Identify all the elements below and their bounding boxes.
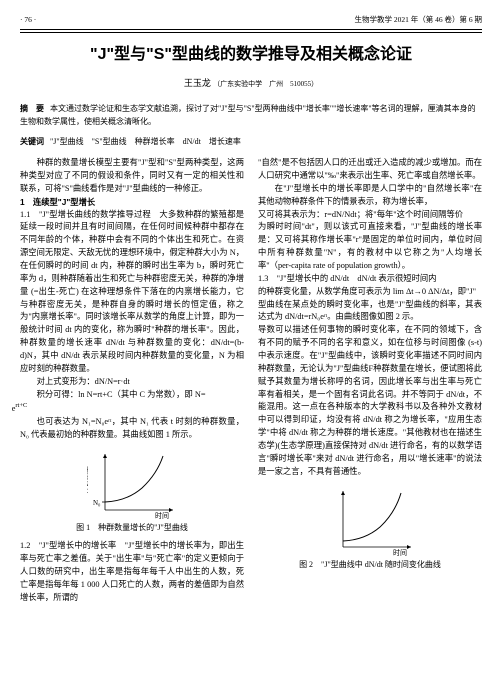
paragraph: 1.2 "J"型增长中的增长率 "J"型增长中的增长率为，即出生率与死亡率之差值… — [20, 540, 244, 604]
figure-2: dN/dt 时间 图 2 "J"型曲线中 dN/dt 随时间变化曲线 — [258, 485, 482, 571]
paragraph: 1.1 "J"型增长曲线的数学推导过程 大多数种群的繁殖都是延续一段时间并且有时… — [20, 209, 244, 376]
paragraph: 种群的数量增长模型主要有"J"型和"S"型两种类型，这两种类型对应了不同的假设和… — [20, 157, 244, 196]
section-heading: 1 连续型"J"型增长 — [20, 196, 244, 209]
abstract-label: 摘 要 — [20, 104, 44, 113]
paragraph: 为瞬时时间"dt"，则以该式可直接来看，"J"型曲线的增长率是：又可将其称作增长… — [258, 221, 482, 272]
paragraph: 又可将其表示为：r=dN/Ndt；将"每年"这个时间间隔等价 — [258, 209, 482, 222]
paragraph: 的种群变化量，从数学角度可表示为 lim Δt→0 ΔN/Δt，即"J" — [258, 286, 482, 299]
paragraph: 在"J"型增长中的增长率即是人口学中的"自然增长率"在其他动物种群条件下的情景表… — [258, 183, 482, 209]
figure-2-caption: 图 2 "J"型曲线中 dN/dt 随时间变化曲线 — [258, 559, 482, 571]
svg-text:dN/dt: dN/dt — [325, 515, 327, 531]
paragraph: 对上式变形为：dN/N=r·dt — [20, 376, 244, 389]
svg-text:种群数量: 种群数量 — [87, 466, 89, 494]
keywords-text: "J"型曲线 "S"型曲线 种群增长率 dN/dt 增长速率 — [50, 137, 241, 146]
two-column-body: 种群的数量增长模型主要有"J"型和"S"型两种类型，这两种类型对应了不同的假设和… — [20, 157, 482, 604]
keywords-label: 关键词 — [20, 137, 44, 146]
right-column: "自然"是不包括因人口的迁出或迁入造成的减少或增加。而在人口研究中通常以"‰"来… — [258, 157, 482, 604]
header-rule-thin — [20, 32, 482, 33]
figure-2-svg: dN/dt 时间 — [325, 485, 415, 557]
page-number: · 76 · — [20, 14, 36, 25]
journal-info: 生物学教学 2021 年（第 46 卷）第 6 期 — [355, 14, 483, 25]
abstract-text: 本文通过数学论证和生态学文献追溯，探讨了对"J"型与"S"型两种曲线中"增长率"… — [20, 104, 476, 126]
author-line: 王玉龙 （广东实验中学 广州 510055） — [20, 77, 482, 91]
paragraph: "自然"是不包括因人口的迁出或迁入造成的减少或增加。而在人口研究中通常以"‰"来… — [258, 157, 482, 183]
paragraph: 也可表达为 N₁=N₀eʳᵗ，其中 N₁ 代表 t 时刻的种群数量，N₀ 代表最… — [20, 416, 244, 442]
svg-text:时间: 时间 — [393, 548, 407, 557]
keywords-block: 关键词 "J"型曲线 "S"型曲线 种群增长率 dN/dt 增长速率 — [20, 136, 482, 149]
author-affiliation: （广东实验中学 广州 510055） — [213, 80, 318, 88]
left-column: 种群的数量增长模型主要有"J"型和"S"型两种类型，这两种类型对应了不同的假设和… — [20, 157, 244, 604]
paragraph: 导数可以描述任何事物的瞬时变化率，在不同的领域下，含有不同的赋予不同的名字和意义… — [258, 324, 482, 478]
running-header: · 76 · 生物学教学 2021 年（第 46 卷）第 6 期 — [20, 14, 482, 25]
article-title: "J"型与"S"型曲线的数学推导及相关概念论证 — [20, 43, 482, 67]
figure-1-caption: 图 1 种群数量增长的"J"型曲线 — [20, 522, 244, 534]
paragraph: ert+C — [12, 401, 244, 416]
svg-text:时间: 时间 — [155, 511, 169, 520]
author-name: 王玉龙 — [184, 78, 211, 88]
paragraph: 1.3 "J"型增长中的 dN/dt dN/dt 表示很短时间内 — [258, 273, 482, 286]
svg-text:N₀: N₀ — [93, 499, 101, 507]
paragraph: 型曲线在某点处的瞬时变化率，也是"J"型曲线的斜率，其表达式为 dN/dt=rN… — [258, 299, 482, 325]
abstract-block: 摘 要 本文通过数学论证和生态学文献追溯，探讨了对"J"型与"S"型两种曲线中"… — [20, 103, 482, 129]
header-rule-thick — [20, 29, 482, 30]
figure-1: N₀ 种群数量 时间 图 1 种群数量增长的"J"型曲线 — [20, 448, 244, 534]
figure-1-svg: N₀ 种群数量 时间 — [87, 448, 177, 520]
paragraph: 积分可得：ln N=rt+C（其中 C 为常数），即 N= — [20, 389, 244, 402]
